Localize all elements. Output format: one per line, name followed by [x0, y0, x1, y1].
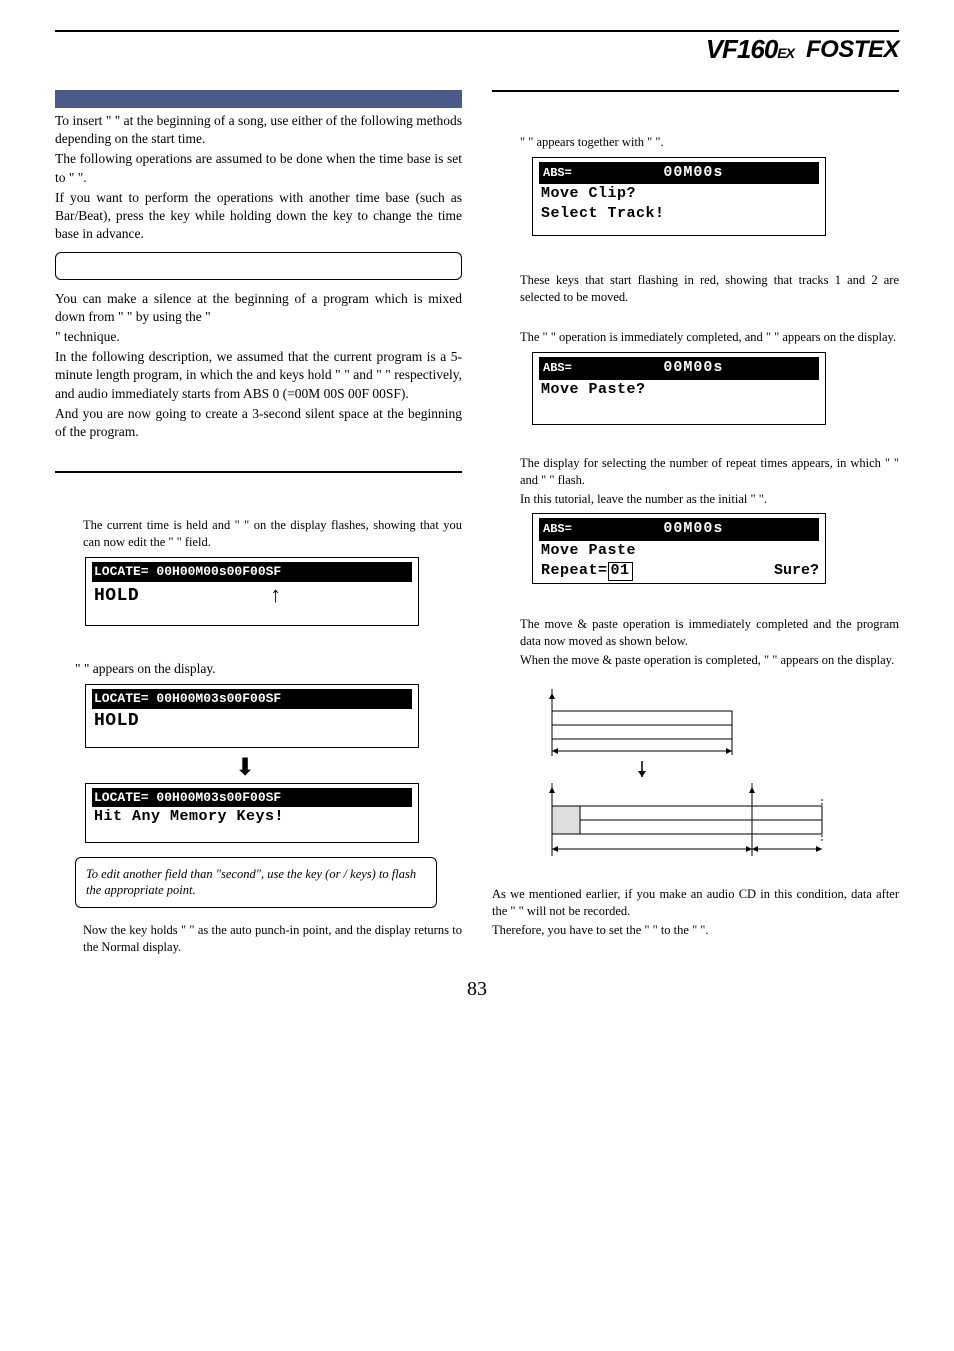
page-header: VF160EX FOSTEX	[55, 30, 899, 65]
lcd-line: Move Paste	[539, 541, 819, 561]
step-text: When the move & paste operation is compl…	[520, 652, 899, 669]
step-text: The move & paste operation is immediatel…	[520, 616, 899, 650]
arrow-down-icon: ⬇	[85, 752, 405, 784]
step-text: Now the key holds " " as the auto punch-…	[83, 922, 462, 956]
brand-logo: FOSTEX	[806, 36, 899, 64]
hint-box	[55, 252, 462, 280]
lcd-line: Move Paste?	[539, 380, 819, 400]
lcd-value: 00M00s	[572, 163, 815, 183]
lcd-display: LOCATE= 00H00M00s00F00SF HOLD ↑	[85, 557, 419, 626]
section-divider	[55, 471, 462, 473]
paragraph: And you are now going to create a 3-seco…	[55, 405, 462, 441]
lcd-label: ABS=	[543, 360, 572, 376]
lcd-header: LOCATE= 00H00M03s00F00SF	[92, 689, 412, 709]
step-text: In this tutorial, leave the number as th…	[520, 491, 899, 508]
lcd-display: ABS= 00M00s Move Paste Repeat=01 Sure?	[532, 513, 826, 584]
arrow-up-icon: ↑	[139, 582, 412, 612]
paragraph: As we mentioned earlier, if you make an …	[492, 886, 899, 920]
step-text: These keys that start flashing in red, s…	[520, 272, 899, 306]
lcd-line: HOLD	[92, 711, 139, 731]
step-text: " " appears on the display.	[75, 660, 462, 678]
step-text: The " " operation is immediately complet…	[520, 329, 899, 346]
left-column: To insert " " at the beginning of a song…	[55, 90, 462, 958]
lcd-value: 00M00s	[572, 358, 815, 378]
lcd-prompt: Sure?	[774, 561, 819, 581]
paragraph: The following operations are assumed to …	[55, 150, 462, 186]
lcd-line: Select Track!	[539, 204, 819, 224]
lcd-line: Hit Any Memory Keys!	[92, 808, 284, 825]
lcd-header: LOCATE= 00H00M00s00F00SF	[92, 562, 412, 582]
paragraph: You can make a silence at the beginning …	[55, 290, 462, 326]
model-logo: VF160EX	[706, 34, 794, 65]
paragraph: " technique.	[55, 328, 462, 346]
lcd-value: 00M00s	[572, 519, 815, 539]
lcd-display: LOCATE= 00H00M03s00F00SF Hit Any Memory …	[85, 783, 419, 843]
lcd-display: ABS= 00M00s Move Clip? Select Track!	[532, 157, 826, 236]
lcd-label: ABS=	[543, 521, 572, 537]
lcd-display: LOCATE= 00H00M03s00F00SF HOLD	[85, 684, 419, 748]
paragraph: To insert " " at the beginning of a song…	[55, 112, 462, 148]
step-text: The display for selecting the number of …	[520, 455, 899, 489]
page-number: 83	[55, 978, 899, 1001]
section-heading-bar	[55, 90, 462, 108]
paragraph: Therefore, you have to set the " " to th…	[492, 922, 899, 939]
note-box: To edit another field than "second", use…	[75, 857, 437, 909]
lcd-header: LOCATE= 00H00M03s00F00SF	[92, 788, 412, 808]
lcd-display: ABS= 00M00s Move Paste?	[532, 352, 826, 425]
lcd-line: Repeat=01	[539, 561, 633, 581]
move-paste-diagram	[522, 681, 862, 861]
lcd-line: Move Clip?	[539, 184, 819, 204]
lcd-line: HOLD	[92, 584, 139, 608]
section-divider	[492, 90, 899, 92]
lcd-label: ABS=	[543, 165, 572, 181]
right-column: " " appears together with " ". ABS= 00M0…	[492, 90, 899, 958]
note-text: To edit another field than "second", use…	[86, 867, 416, 898]
paragraph: If you want to perform the operations wi…	[55, 189, 462, 244]
paragraph: In the following description, we assumed…	[55, 348, 462, 403]
step-text: " " appears together with " ".	[520, 134, 899, 151]
step-text: The current time is held and " " on the …	[83, 517, 462, 551]
